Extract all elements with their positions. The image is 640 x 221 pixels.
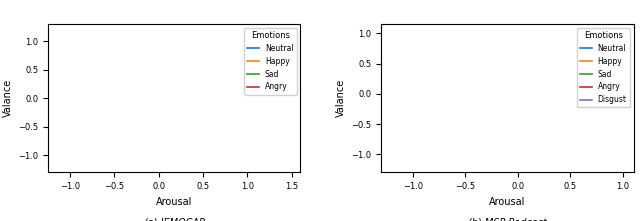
- X-axis label: Arousal: Arousal: [489, 197, 525, 207]
- X-axis label: Arousal: Arousal: [156, 197, 193, 207]
- Legend: Neutral, Happy, Sad, Angry, Disgust: Neutral, Happy, Sad, Angry, Disgust: [577, 28, 630, 107]
- Y-axis label: Valance: Valance: [3, 79, 13, 118]
- Y-axis label: Valance: Valance: [336, 79, 346, 118]
- Legend: Neutral, Happy, Sad, Angry: Neutral, Happy, Sad, Angry: [244, 28, 296, 95]
- Title: (a) IEMOCAP: (a) IEMOCAP: [144, 218, 205, 221]
- Title: (b) MSP-Podcast: (b) MSP-Podcast: [468, 218, 547, 221]
